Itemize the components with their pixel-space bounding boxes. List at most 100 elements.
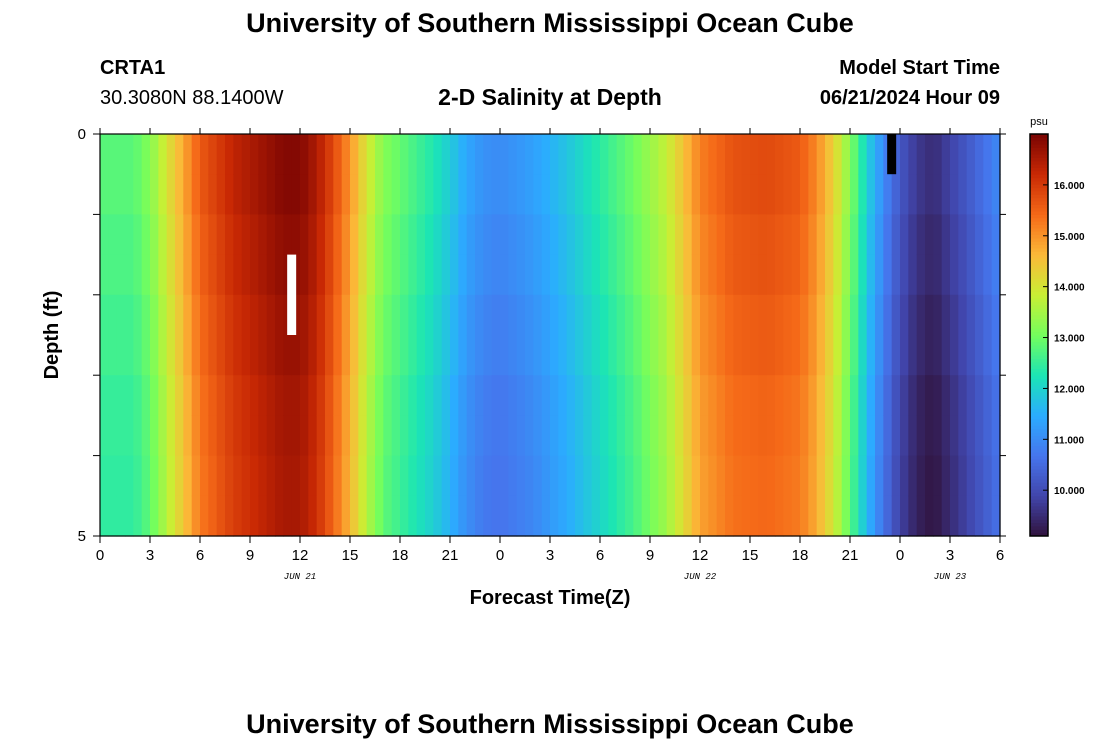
heatmap-cell bbox=[208, 294, 218, 336]
heatmap-cell bbox=[300, 214, 309, 256]
heatmap-cell bbox=[333, 495, 343, 537]
heatmap-cell bbox=[416, 254, 426, 296]
heatmap-cell bbox=[133, 335, 143, 376]
heatmap-cell bbox=[808, 254, 818, 296]
heatmap-cell bbox=[125, 415, 134, 457]
heatmap-cell bbox=[116, 214, 126, 256]
heatmap-cell bbox=[708, 455, 718, 497]
heatmap-cell bbox=[533, 294, 543, 336]
heatmap-cell bbox=[325, 214, 334, 256]
colorbar-segment bbox=[1030, 405, 1048, 410]
heatmap-cell bbox=[758, 294, 768, 336]
heatmap-cell bbox=[650, 375, 659, 416]
heatmap-cell bbox=[683, 134, 693, 175]
heatmap-cell bbox=[550, 415, 559, 457]
heatmap-cell bbox=[791, 455, 801, 497]
heatmap-cell bbox=[358, 174, 368, 215]
heatmap-cell bbox=[233, 495, 243, 537]
heatmap-cell bbox=[900, 214, 909, 256]
heatmap-cell bbox=[916, 134, 926, 175]
heatmap-cell bbox=[866, 214, 876, 256]
heatmap-cell bbox=[766, 134, 776, 175]
heatmap-cell bbox=[916, 495, 926, 537]
heatmap-cell bbox=[783, 134, 793, 175]
heatmap-cell bbox=[283, 134, 293, 175]
heatmap-cell bbox=[858, 415, 868, 457]
heatmap-cell bbox=[275, 415, 284, 457]
heatmap-cell bbox=[225, 294, 234, 336]
heatmap-cell bbox=[950, 415, 959, 457]
heatmap-cell bbox=[766, 415, 776, 457]
heatmap-cell bbox=[916, 455, 926, 497]
heatmap-cell bbox=[758, 495, 768, 537]
heatmap-cell bbox=[175, 294, 184, 336]
heatmap-cell bbox=[366, 254, 376, 296]
heatmap-cell bbox=[508, 495, 518, 537]
heatmap-cell bbox=[850, 375, 859, 416]
heatmap-cell bbox=[116, 174, 126, 215]
heatmap-cell bbox=[966, 375, 976, 416]
colorbar-tick-label: 16.000 bbox=[1054, 181, 1085, 192]
heatmap-cell bbox=[416, 174, 426, 215]
heatmap-cell bbox=[666, 495, 676, 537]
heatmap-cell bbox=[841, 375, 851, 416]
heatmap-cell bbox=[250, 455, 259, 497]
heatmap-cell bbox=[125, 174, 134, 215]
heatmap-cell bbox=[525, 254, 534, 296]
colorbar-segment bbox=[1030, 217, 1048, 222]
heatmap-cell bbox=[966, 495, 976, 537]
heatmap-cell bbox=[633, 214, 643, 256]
heatmap-cell bbox=[908, 455, 918, 497]
heatmap-cell bbox=[866, 335, 876, 376]
heatmap-cell bbox=[733, 455, 743, 497]
heatmap-cell bbox=[408, 375, 418, 416]
x-tick-label: 18 bbox=[392, 547, 409, 564]
heatmap-cell bbox=[408, 415, 418, 457]
heatmap-cell bbox=[233, 455, 243, 497]
x-tick-label: 18 bbox=[792, 547, 809, 564]
heatmap-cell bbox=[325, 254, 334, 296]
heatmap-cell bbox=[100, 294, 109, 336]
heatmap-cell bbox=[408, 134, 418, 175]
heatmap-cell bbox=[700, 254, 709, 296]
heatmap-cell bbox=[633, 495, 643, 537]
heatmap-cell bbox=[750, 455, 759, 497]
heatmap-cell bbox=[958, 455, 968, 497]
colorbar-segment bbox=[1030, 311, 1048, 316]
heatmap-cell bbox=[225, 134, 234, 175]
colorbar-segment bbox=[1030, 134, 1048, 138]
colorbar-segment bbox=[1030, 288, 1048, 292]
heatmap-cell bbox=[300, 294, 309, 336]
colorbar-segment bbox=[1030, 398, 1048, 403]
heatmap-cell bbox=[958, 214, 968, 256]
heatmap-cell bbox=[116, 134, 126, 175]
station-coords: 30.3080N 88.1400W bbox=[100, 87, 284, 109]
heatmap-cell bbox=[933, 415, 943, 457]
heatmap-cell bbox=[125, 214, 134, 256]
heatmap-cell bbox=[783, 174, 793, 215]
heatmap-cell bbox=[308, 174, 318, 215]
heatmap-cell bbox=[600, 495, 609, 537]
heatmap-cell bbox=[808, 174, 818, 215]
heatmap-cell bbox=[250, 335, 259, 376]
heatmap-cell bbox=[441, 455, 451, 497]
heatmap-cell bbox=[391, 214, 401, 256]
colorbar-segment bbox=[1030, 482, 1048, 487]
heatmap-cell bbox=[750, 214, 759, 256]
heatmap-cell bbox=[500, 134, 509, 175]
heatmap-cell bbox=[433, 455, 443, 497]
heatmap-cell bbox=[908, 174, 918, 215]
heatmap-cell bbox=[791, 214, 801, 256]
heatmap-cell bbox=[641, 375, 651, 416]
heatmap-cell bbox=[108, 134, 118, 175]
heatmap-cell bbox=[883, 415, 893, 457]
heatmap-cell bbox=[258, 174, 268, 215]
heatmap-cell bbox=[466, 134, 476, 175]
heatmap-cell bbox=[375, 174, 384, 215]
heatmap-cell bbox=[808, 455, 818, 497]
heatmap-cell bbox=[258, 214, 268, 256]
heatmap-cell bbox=[750, 495, 759, 537]
heatmap-cell bbox=[883, 174, 893, 215]
heatmap-cell bbox=[300, 254, 309, 296]
heatmap-cell bbox=[775, 335, 784, 376]
